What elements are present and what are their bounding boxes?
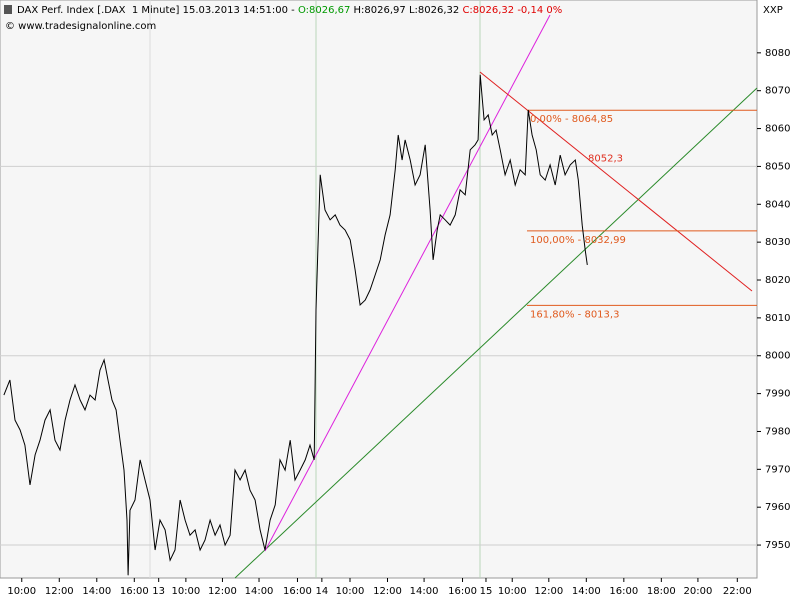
x-tick-label: 15 (480, 586, 493, 597)
title-part: O:8026,67 (298, 5, 350, 16)
x-tick-label: 12:00 (373, 586, 402, 597)
y-tick-label: 8010 (765, 313, 790, 324)
y-tick-label: 7960 (765, 502, 790, 513)
x-tick-label: 14:00 (572, 586, 601, 597)
x-tick-label: 14:00 (410, 586, 439, 597)
y-tick-label: 8060 (765, 124, 790, 135)
y-tick-label: 8040 (765, 199, 790, 210)
y-tick-label: 8000 (765, 351, 790, 362)
price-line (3, 74, 588, 576)
fib-label: 0,00% - 8064,85 (530, 114, 613, 125)
x-tick-label: 16:00 (120, 586, 149, 597)
y-tick-label: 8050 (765, 161, 790, 172)
title-part: DAX Perf. Index [.DAX 1 Minute] 15.03.20… (17, 5, 298, 16)
y-tick-label: 8070 (765, 86, 790, 97)
chart-icon (4, 5, 12, 14)
x-tick-label: 14 (315, 586, 328, 597)
chart-title: DAX Perf. Index [.DAX 1 Minute] 15.03.20… (17, 5, 562, 16)
trend-line (264, 14, 551, 552)
y-tick-label: 8080 (765, 48, 790, 59)
x-tick-label: 22:00 (723, 586, 752, 597)
title-part: H:8026,97 L:8026,32 (350, 5, 462, 16)
y-tick-label: 8020 (765, 275, 790, 286)
fib-label: 100,00% - 8032,99 (530, 235, 626, 246)
trend-line (479, 71, 753, 292)
symbol-label: XXP (763, 5, 783, 16)
y-tick-label: 7970 (765, 464, 790, 475)
x-tick-label: 10:00 (171, 586, 200, 597)
x-tick-label: 13 (152, 586, 165, 597)
y-tick-label: 7980 (765, 426, 790, 437)
x-tick-label: 16:00 (283, 586, 312, 597)
x-tick-label: 20:00 (684, 586, 713, 597)
plot-area (0, 0, 758, 579)
grid (0, 165, 757, 546)
x-tick-label: 10:00 (7, 586, 36, 597)
x-tick-label: 16:00 (609, 586, 638, 597)
x-tick-label: 12:00 (534, 586, 563, 597)
subtitle: © www.tradesignalonline.com (5, 21, 156, 32)
x-tick-label: 18:00 (647, 586, 676, 597)
y-tick-label: 7990 (765, 389, 790, 400)
marks: 0,00% - 8064,85 8052,3 100,00% - 8032,99 16… (3, 74, 757, 576)
x-tick-label: 14:00 (82, 586, 111, 597)
trend-label: 8052,3 (588, 154, 623, 165)
x-tick-label: 16:00 (448, 586, 477, 597)
x-tick-label: 10:00 (498, 586, 527, 597)
x-tick-label: 12:00 (45, 586, 74, 597)
y-tick-label: 8030 (765, 237, 790, 248)
trend-line (234, 87, 758, 579)
title-part: C:8026,32 -0,14 0% (462, 5, 562, 16)
x-tick-label: 12:00 (208, 586, 237, 597)
x-tick-label: 14:00 (245, 586, 274, 597)
y-tick-label: 7950 (765, 540, 790, 551)
x-tick-label: 10:00 (336, 586, 365, 597)
fib-label: 161,80% - 8013,3 (530, 309, 619, 320)
